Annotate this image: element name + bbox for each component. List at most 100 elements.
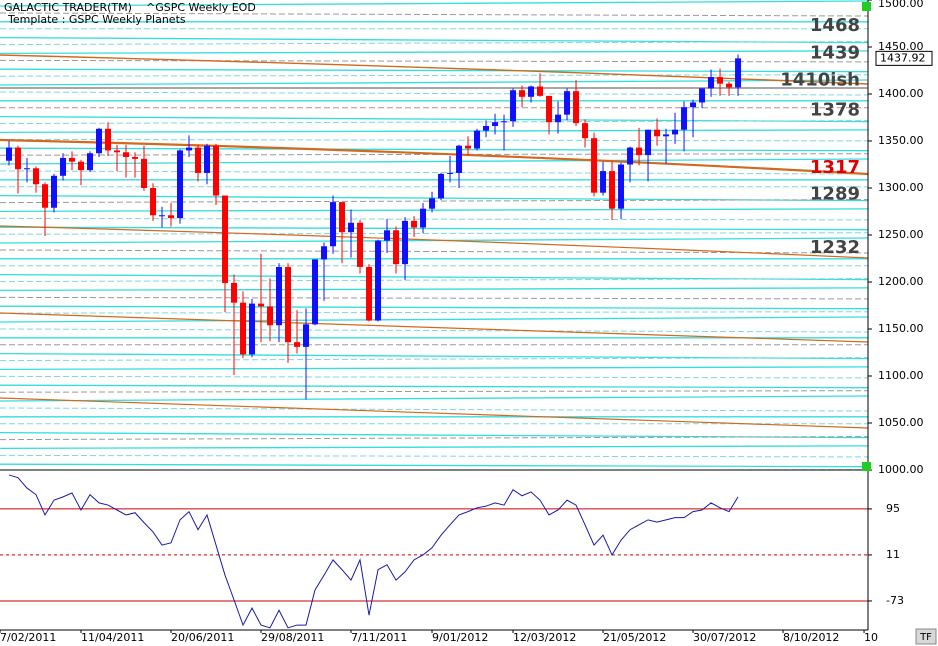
candle-body <box>636 147 643 156</box>
candle-body <box>285 266 292 343</box>
planet-line <box>0 366 868 371</box>
x-tick-label: 11/04/2011 <box>81 631 144 644</box>
level-label: 1289 <box>810 183 860 204</box>
planet-line <box>0 311 868 314</box>
planet-lines <box>0 0 868 470</box>
planet-line <box>0 436 868 441</box>
planet-line <box>0 390 868 393</box>
candle-body <box>627 147 634 165</box>
x-tick-label: 29/08/2011 <box>261 631 324 644</box>
candle-body <box>699 88 706 103</box>
level-label: 1232 <box>810 237 860 258</box>
y-tick-label: 1500.00 <box>878 0 924 10</box>
candle-body <box>78 161 85 171</box>
candle-body <box>366 266 373 321</box>
candle-body <box>735 58 742 88</box>
x-tick-label: 9/01/2012 <box>432 631 488 644</box>
planet-line <box>0 74 868 77</box>
planet-line <box>0 305 868 310</box>
candle-body <box>330 202 337 247</box>
candle-body <box>447 172 454 174</box>
last-price-box <box>875 50 933 66</box>
planet-curve <box>0 397 868 429</box>
level-label: 1439 <box>810 42 860 63</box>
candle-body <box>339 202 346 233</box>
candle-body <box>726 83 733 88</box>
candle-body <box>510 90 517 122</box>
planet-line <box>0 445 868 450</box>
candle-body <box>321 246 328 260</box>
candle-body <box>429 198 436 209</box>
planet-line <box>0 232 868 235</box>
candle-body <box>618 164 625 209</box>
y-tick-label: 1450.00 <box>878 40 924 53</box>
candle-body <box>609 171 616 209</box>
template-name: Template : GSPC Weekly Planets <box>7 13 186 26</box>
planet-line <box>0 59 868 63</box>
candle-body <box>591 138 598 193</box>
planet-curve <box>0 225 868 259</box>
planet-line <box>0 50 868 55</box>
y-tick-label: 1050.00 <box>878 416 924 429</box>
candle-body <box>600 171 607 193</box>
candle-body <box>393 230 400 265</box>
planet-curve <box>0 138 868 176</box>
candle-body <box>411 220 418 228</box>
candle-body <box>519 90 526 97</box>
scale-handle[interactable] <box>862 2 871 11</box>
y-tick-label: 1150.00 <box>878 322 924 335</box>
candle-body <box>159 215 166 217</box>
candle-body <box>537 86 544 96</box>
candle-body <box>69 157 76 162</box>
candle-body <box>240 302 247 355</box>
planet-line <box>0 208 868 213</box>
candle-body <box>204 145 211 173</box>
level-label: 1378 <box>810 100 860 121</box>
y-tick-label: -73 <box>886 594 904 607</box>
candle-body <box>105 128 112 151</box>
candle-body <box>132 156 139 159</box>
level-label: 1468 <box>810 15 860 36</box>
planet-line <box>0 147 868 152</box>
candle-body <box>114 150 121 153</box>
candle-body <box>456 145 463 173</box>
planet-line <box>0 68 868 73</box>
candle-body <box>438 173 445 199</box>
candle-body <box>384 230 391 241</box>
candle-body <box>42 184 49 208</box>
x-tick-label: 20/06/2011 <box>171 631 234 644</box>
planet-line <box>0 278 868 283</box>
level-label: 1317 <box>810 157 860 178</box>
candle-body <box>357 222 364 267</box>
candle-body <box>708 77 715 89</box>
candle-body <box>24 168 31 170</box>
scale-handle[interactable] <box>862 462 871 471</box>
x-tick-label: 7/02/2011 <box>0 631 56 644</box>
candle-body <box>645 129 652 156</box>
candle-body <box>672 129 679 135</box>
candle-body <box>276 266 283 326</box>
candle-body <box>420 208 427 228</box>
y-tick-label: 1200.00 <box>878 275 924 288</box>
tf-button[interactable] <box>915 628 937 645</box>
planet-line <box>0 12 868 17</box>
y-tick-label: 1400.00 <box>878 87 924 100</box>
candle-body <box>51 175 58 208</box>
planet-curve <box>0 54 868 85</box>
candle-body <box>87 153 94 171</box>
planet-line <box>0 0 868 7</box>
planet-line <box>0 296 868 300</box>
x-tick-label: 7/11/2011 <box>351 631 407 644</box>
candle-body <box>186 147 193 151</box>
candle-body <box>213 145 220 196</box>
y-tick-label: 1250.00 <box>878 228 924 241</box>
tf-label[interactable]: TF <box>919 632 932 643</box>
y-tick-label: 95 <box>886 502 900 515</box>
candle-body <box>294 342 301 347</box>
candle-body <box>33 168 40 185</box>
y-tick-label: 11 <box>886 548 900 561</box>
candle-body <box>375 240 382 321</box>
